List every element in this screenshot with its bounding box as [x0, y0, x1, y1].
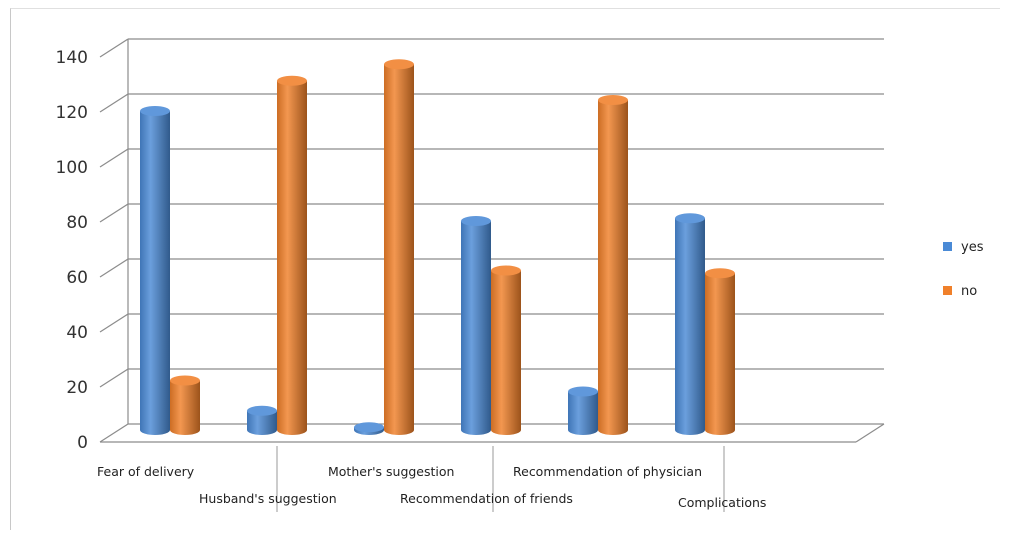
y-tick-label: 20 [66, 378, 88, 398]
bar-yes-fear-of-delivery [140, 106, 170, 435]
bar-body [170, 380, 200, 435]
y-tick-label: 60 [66, 268, 88, 288]
legend-label: yes [961, 240, 984, 255]
side-wall-line [99, 203, 129, 223]
bar-body [247, 410, 277, 435]
side-wall-line [99, 368, 129, 388]
bar-body [277, 80, 307, 435]
category-label-husband-s-suggestion: Husband's suggestion [199, 491, 337, 506]
category-label-mother-s-suggestion: Mother's suggestion [328, 464, 454, 479]
bar-top [247, 405, 277, 416]
bar-top [705, 268, 735, 279]
bar-top [170, 375, 200, 386]
bar-top [354, 422, 384, 433]
bar-no-husband-s-suggestion [277, 75, 307, 435]
bar-top [140, 106, 170, 116]
side-wall-line [99, 313, 129, 333]
bar-body [675, 218, 705, 435]
side-wall-line [99, 258, 129, 278]
side-wall-line [99, 38, 129, 58]
category-label-complications: Complications [678, 495, 766, 510]
bar-no-recommendation-of-physician [598, 95, 628, 435]
bar-yes-complications [675, 213, 705, 435]
bar-no-mother-s-suggestion [384, 59, 414, 435]
side-wall-line [99, 148, 129, 168]
bar-body [705, 273, 735, 435]
bar-no-fear-of-delivery [170, 375, 200, 435]
bar-top [675, 213, 705, 224]
y-tick-label: 100 [56, 158, 88, 178]
y-tick-label: 40 [66, 323, 88, 343]
bar-body [598, 100, 628, 435]
y-tick-labels: 0 20 40 60 80 100 120 140 [56, 48, 88, 453]
bar-top [598, 95, 628, 105]
bar-yes-mother-s-suggestion [354, 422, 384, 435]
bar-yes-husband-s-suggestion [247, 405, 277, 435]
y-tick-label: 0 [77, 433, 88, 453]
legend-swatch [943, 286, 952, 295]
category-label-recommendation-of-physician: Recommendation of physician [513, 464, 702, 479]
y-tick-label: 120 [56, 103, 88, 123]
bar-body [461, 221, 491, 435]
bar-top [384, 59, 414, 70]
bar-body [140, 111, 170, 435]
category-label-recommendation-of-friends: Recommendation of friends [400, 491, 573, 506]
y-tick-label: 80 [66, 213, 88, 233]
side-wall-line [99, 423, 129, 443]
bar-no-complications [705, 268, 735, 435]
legend-label: no [961, 284, 977, 299]
legend-swatch [943, 242, 952, 251]
bar-body [568, 391, 598, 435]
bar-body [384, 64, 414, 435]
y-tick-label: 140 [56, 48, 88, 68]
legend-item-yes: yes [943, 240, 984, 255]
chart-frame [10, 8, 1000, 530]
legend-item-no: no [943, 284, 977, 299]
bar-no-recommendation-of-friends [491, 265, 521, 435]
side-wall-line [99, 93, 129, 113]
category-label-fear-of-delivery: Fear of delivery [97, 464, 195, 479]
category-labels: Fear of delivery Husband's suggestion Moth… [97, 446, 766, 512]
floor-right-edge [855, 423, 885, 443]
bar-body [491, 270, 521, 435]
bar-top [568, 386, 598, 397]
bars-layer [140, 59, 735, 435]
bar-yes-recommendation-of-friends [461, 216, 491, 435]
bar-yes-recommendation-of-physician [568, 386, 598, 435]
legend: yes no [943, 240, 984, 299]
bar-top [461, 216, 491, 226]
bar-top [277, 75, 307, 86]
bar-top [491, 265, 521, 276]
